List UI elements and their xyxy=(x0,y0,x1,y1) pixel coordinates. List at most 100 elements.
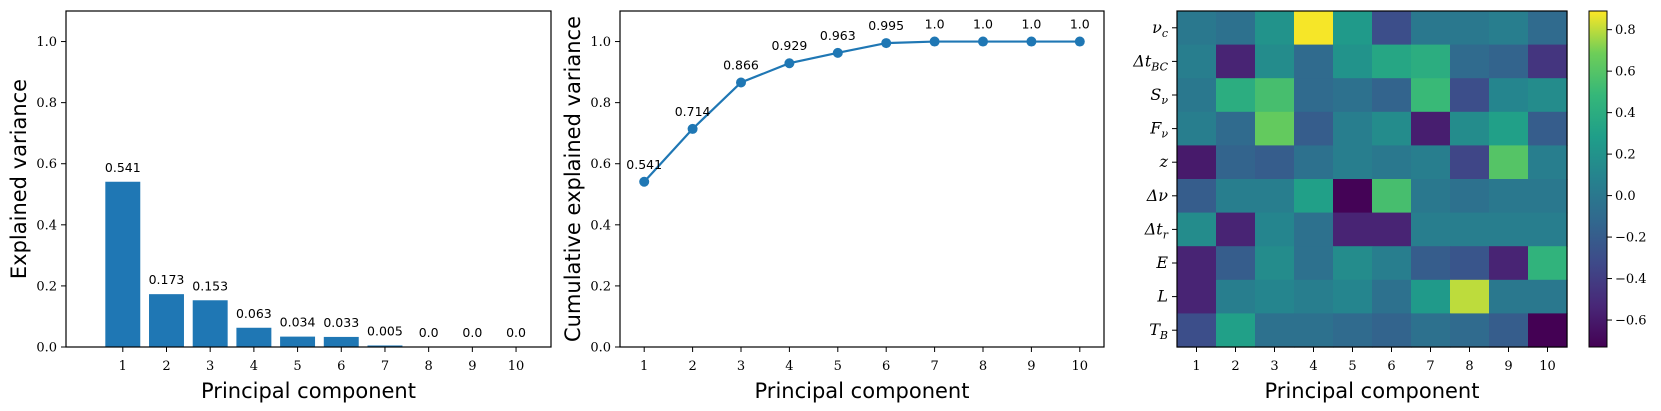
heatmap-cell xyxy=(1528,279,1568,314)
heatmap-cell xyxy=(1216,44,1256,79)
row-label: Δtr xyxy=(1144,219,1169,241)
point-data-label: 1.0 xyxy=(973,17,993,32)
x-tick-label: 2 xyxy=(688,359,696,374)
y-tick-label: 0.4 xyxy=(36,218,57,233)
line-point xyxy=(736,77,746,88)
heatmap-cell xyxy=(1450,78,1490,113)
heatmap-cell xyxy=(1294,246,1334,281)
heatmap-cell xyxy=(1294,279,1334,314)
heatmap-cell xyxy=(1489,179,1529,214)
x-tick-label: 4 xyxy=(250,359,258,374)
bar-data-label: 0.005 xyxy=(367,323,403,338)
x-tick-label: 5 xyxy=(1348,359,1356,374)
row-label: TB xyxy=(1149,320,1168,342)
heatmap-cell xyxy=(1294,145,1334,180)
heatmap-cell xyxy=(1489,246,1529,281)
heatmap-cell xyxy=(1411,78,1451,113)
line-point xyxy=(784,58,795,69)
x-tick-label: 2 xyxy=(1231,359,1239,374)
heatmap-cell xyxy=(1489,111,1529,146)
x-tick-label: 3 xyxy=(206,359,214,374)
cumulative-variance-line-chart: 0.541 0.714 0.866 0.929 0.963 0.995 1.0 1.0 1.0 1… xyxy=(561,10,1105,403)
heatmap-cell xyxy=(1294,44,1334,79)
heatmap-cell xyxy=(1489,44,1529,79)
line-chart-xlabel: Principal component xyxy=(755,379,970,403)
row-label: Sν xyxy=(1150,85,1168,107)
heatmap-cell xyxy=(1255,44,1295,79)
bar xyxy=(367,345,403,347)
colorbar-tick-label: −0.2 xyxy=(1615,231,1647,246)
line-chart-frame xyxy=(619,10,1105,348)
line-point xyxy=(1026,36,1037,47)
line-chart-ylabel: Cumulative explained variance xyxy=(561,16,585,342)
point-data-label: 0.866 xyxy=(723,57,759,72)
heatmap-cell xyxy=(1411,313,1451,348)
x-tick-label: 10 xyxy=(1539,359,1556,374)
row-label: Fν xyxy=(1149,119,1168,141)
heatmap-cell xyxy=(1450,212,1490,247)
bar-data-label: 0.033 xyxy=(323,315,359,330)
heatmap-cell xyxy=(1255,11,1295,46)
heatmap-cell xyxy=(1255,179,1295,214)
colorbar-tick-label: 0.4 xyxy=(1615,106,1636,121)
heatmap-cell xyxy=(1294,78,1334,113)
bar-chart-xlabel: Principal component xyxy=(201,379,416,403)
heatmap-cell xyxy=(1372,212,1412,247)
heatmap-cell xyxy=(1177,279,1217,314)
heatmap-cell xyxy=(1450,246,1490,281)
heatmap-cell xyxy=(1450,111,1490,146)
colorbar-tick-label: −0.4 xyxy=(1615,272,1647,287)
heatmap-cell xyxy=(1450,279,1490,314)
x-tick-label: 5 xyxy=(293,359,301,374)
heatmap-cell xyxy=(1294,313,1334,348)
heatmap-cell xyxy=(1528,44,1568,79)
heatmap-cell xyxy=(1255,313,1295,348)
heatmap-cell xyxy=(1177,179,1217,214)
heatmap-cell xyxy=(1372,179,1412,214)
colorbar-tick-label: 0.0 xyxy=(1615,189,1636,204)
bar-data-label: 0.0 xyxy=(419,325,439,340)
x-tick-label: 3 xyxy=(1270,359,1278,374)
heatmap-cell xyxy=(1177,246,1217,281)
heatmap-cell xyxy=(1333,279,1373,314)
heatmap-cell xyxy=(1372,111,1412,146)
heatmap-cell xyxy=(1411,111,1451,146)
heatmap-cell xyxy=(1372,11,1412,46)
point-data-label: 0.995 xyxy=(868,18,904,33)
y-tick-label: 0.4 xyxy=(590,218,611,233)
heatmap-cell xyxy=(1255,145,1295,180)
heatmap-xlabel: Principal component xyxy=(1265,379,1480,403)
heatmap-cell xyxy=(1333,111,1373,146)
heatmap-cell xyxy=(1333,44,1373,79)
y-tick-label: 0.0 xyxy=(590,341,611,356)
heatmap-cell xyxy=(1255,111,1295,146)
heatmap-cell xyxy=(1216,145,1256,180)
x-tick-label: 8 xyxy=(1465,359,1473,374)
heatmap-frame xyxy=(1176,10,1568,348)
heatmap-cell xyxy=(1489,212,1529,247)
y-tick-label: 0.8 xyxy=(590,96,611,111)
bar xyxy=(236,327,272,347)
heatmap-cell xyxy=(1333,246,1373,281)
heatmap-cell xyxy=(1528,78,1568,113)
heatmap-cell xyxy=(1372,246,1412,281)
line-point xyxy=(639,176,650,187)
x-tick-label: 6 xyxy=(882,359,890,374)
heatmap-cell xyxy=(1372,78,1412,113)
heatmap-cell xyxy=(1333,11,1373,46)
x-tick-label: 8 xyxy=(425,359,433,374)
line-point xyxy=(832,47,843,58)
heatmap-cell xyxy=(1528,179,1568,214)
heatmap-cell xyxy=(1450,313,1490,348)
heatmap-cell xyxy=(1216,78,1256,113)
heatmap-cell xyxy=(1450,11,1490,46)
bar-chart-frame xyxy=(65,10,552,348)
heatmap-cell xyxy=(1216,313,1256,348)
bar-data-label: 0.034 xyxy=(280,315,316,330)
heatmap-cell xyxy=(1216,212,1256,247)
heatmap-cell xyxy=(1294,179,1334,214)
heatmap-cell xyxy=(1450,179,1490,214)
x-tick-label: 6 xyxy=(337,359,345,374)
heatmap-cell xyxy=(1411,179,1451,214)
bar-data-label: 0.173 xyxy=(149,272,185,287)
